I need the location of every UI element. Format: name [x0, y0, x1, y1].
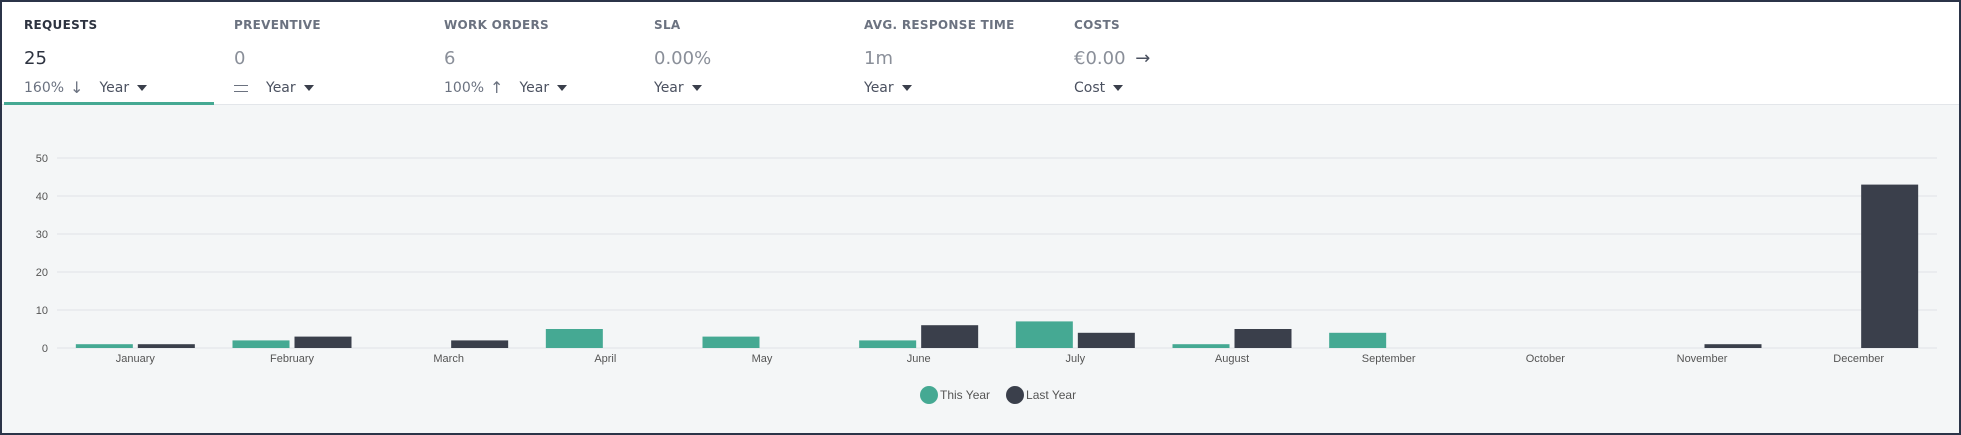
y-tick-label: 30: [36, 229, 48, 241]
kpi-title: AVG. RESPONSE TIME: [864, 18, 1015, 32]
period-select[interactable]: Year: [99, 80, 148, 96]
caret-down-icon: [303, 85, 314, 91]
kpi-subline: 100% ↑ Year: [444, 78, 568, 97]
period-select-value: Year: [864, 80, 894, 96]
x-tick-label: December: [1833, 353, 1884, 365]
y-tick-label: 20: [36, 267, 48, 279]
legend-label: This Year: [940, 388, 991, 402]
kpi-value: 0: [234, 48, 246, 69]
y-tick-label: 40: [36, 191, 48, 203]
arrow-down-icon: ↓: [70, 78, 84, 97]
bar: [75, 344, 133, 348]
kpi-change: 160%: [24, 80, 65, 96]
bar: [294, 336, 352, 348]
bar: [1861, 184, 1919, 348]
bar: [859, 340, 917, 348]
bar: [545, 329, 603, 348]
bar: [451, 340, 509, 348]
x-tick-label: February: [270, 353, 315, 365]
chart-legend: This Year Last Year: [920, 386, 1076, 404]
arrow-up-icon: ↑: [490, 78, 504, 97]
period-select-value: Year: [654, 80, 684, 96]
bar: [1704, 344, 1762, 348]
kpi-subline: Year: [234, 80, 314, 96]
period-select[interactable]: Year: [864, 80, 912, 96]
caret-down-icon: [901, 85, 912, 91]
bar: [1172, 344, 1230, 348]
kpi-value: 25: [24, 48, 47, 69]
legend-swatch: [920, 386, 938, 404]
period-select-value: Year: [99, 80, 130, 96]
x-tick-label: June: [907, 353, 931, 365]
kpi-costs[interactable]: COSTS €0.00 → Cost: [1074, 2, 1264, 105]
y-tick-label: 50: [36, 153, 48, 165]
kpi-value: €0.00 →: [1074, 48, 1150, 69]
caret-down-icon: [1113, 85, 1124, 91]
bar-chart: 0 10 20 30 40 50 January February March April May J…: [36, 153, 1937, 365]
x-tick-label: September: [1362, 353, 1416, 365]
x-tick-label: October: [1526, 353, 1565, 365]
kpi-title: PREVENTIVE: [234, 18, 321, 32]
kpi-title: WORK ORDERS: [444, 18, 549, 32]
caret-down-icon: [691, 85, 702, 91]
bar: [1077, 332, 1135, 348]
kpi-requests[interactable]: REQUESTS 25 160% ↓ Year: [24, 2, 214, 105]
bar: [137, 344, 195, 348]
period-select[interactable]: Year: [519, 80, 568, 96]
x-tick-label: August: [1215, 353, 1249, 365]
x-tick-label: July: [1066, 353, 1086, 365]
cost-select-value: Cost: [1074, 80, 1106, 96]
x-tick-label: March: [433, 353, 464, 365]
y-tick-label: 10: [36, 305, 48, 317]
kpi-bar: REQUESTS 25 160% ↓ Year PREVENTIVE 0 Yea…: [2, 2, 1959, 105]
bar: [1234, 329, 1292, 348]
x-tick-label: November: [1677, 353, 1728, 365]
kpi-preventive[interactable]: PREVENTIVE 0 Year: [234, 2, 424, 105]
legend-item-last-year[interactable]: Last Year: [1006, 386, 1076, 404]
cost-select[interactable]: Cost: [1074, 80, 1124, 96]
kpi-subline: Cost: [1074, 80, 1124, 96]
x-tick-label: January: [116, 353, 156, 365]
kpi-subline: Year: [654, 80, 702, 96]
kpi-change: 100%: [444, 80, 485, 96]
kpi-subline: Year: [864, 80, 912, 96]
kpi-title: REQUESTS: [24, 18, 98, 32]
equal-icon: [234, 84, 248, 92]
bar: [232, 340, 290, 348]
caret-down-icon: [137, 85, 148, 91]
chart-area: 0 10 20 30 40 50 January February March April May J…: [2, 106, 1959, 431]
x-tick-label: April: [594, 353, 616, 365]
legend-label: Last Year: [1026, 388, 1077, 402]
kpi-subline: 160% ↓ Year: [24, 78, 148, 97]
bar: [702, 336, 760, 348]
kpi-title: COSTS: [1074, 18, 1120, 32]
kpi-work-orders[interactable]: WORK ORDERS 6 100% ↑ Year: [444, 2, 634, 105]
legend-swatch: [1006, 386, 1025, 404]
x-tick-label: May: [752, 353, 773, 365]
active-tab-indicator: [4, 102, 214, 105]
caret-down-icon: [557, 85, 568, 91]
kpi-avg-response-time[interactable]: AVG. RESPONSE TIME 1m Year: [864, 2, 1054, 105]
period-select[interactable]: Year: [654, 80, 702, 96]
period-select-value: Year: [519, 80, 550, 96]
bar: [1015, 321, 1073, 348]
y-tick-label: 0: [42, 343, 48, 355]
period-select-value: Year: [266, 80, 296, 96]
kpi-value-text: €0.00: [1074, 48, 1126, 69]
bar: [921, 325, 979, 348]
kpi-value: 0.00%: [654, 48, 712, 69]
kpi-sla[interactable]: SLA 0.00% Year: [654, 2, 844, 105]
bar: [1329, 332, 1387, 348]
kpi-value: 6: [444, 48, 456, 69]
kpi-value: 1m: [864, 48, 893, 69]
period-select[interactable]: Year: [266, 80, 314, 96]
arrow-right-icon[interactable]: →: [1135, 48, 1151, 69]
kpi-title: SLA: [654, 18, 681, 32]
legend-item-this-year[interactable]: This Year: [920, 386, 990, 404]
